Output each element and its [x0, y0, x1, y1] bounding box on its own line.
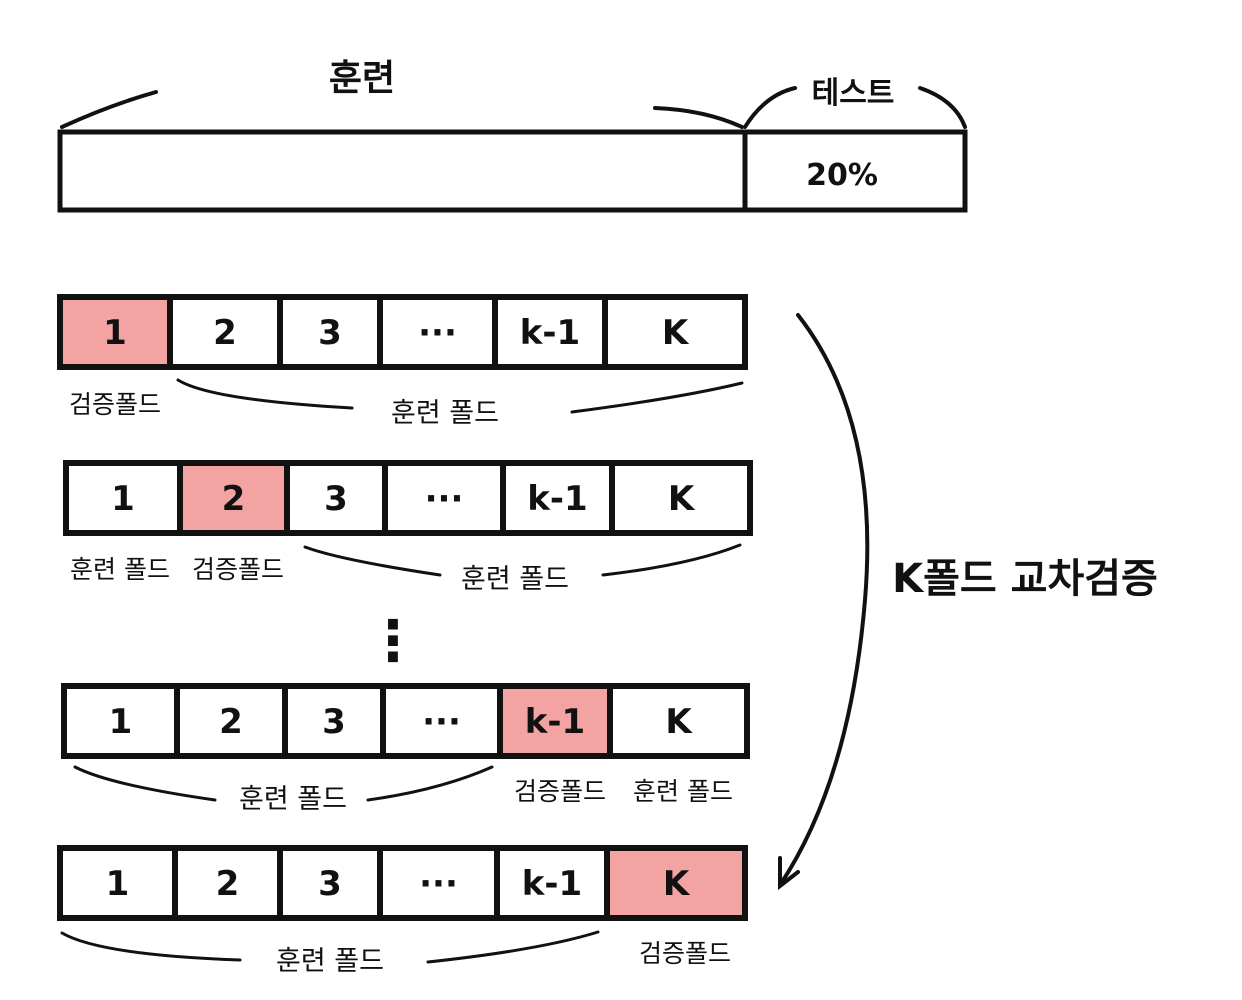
train-test-bar [57, 129, 968, 213]
fold-cell-label: 2 [219, 702, 243, 742]
row2-train-line-right [601, 543, 742, 577]
fold-cell-label: k-1 [520, 313, 580, 353]
fold-cell-label: ··· [418, 313, 457, 353]
rows-ellipsis: ⋮ [365, 609, 421, 674]
train-fold-cell [167, 294, 283, 370]
train-brace-left [60, 90, 158, 129]
train-fold-cell [494, 845, 610, 921]
train-fold-cell [380, 683, 503, 759]
row2-validation-label: 검증폴드 [192, 555, 284, 584]
test-percent: 20% [806, 158, 878, 193]
train-fold-cell [492, 294, 608, 370]
fold-row-1: 1 2 3 ··· k-1 K [57, 294, 748, 370]
row3-train-label-b: 훈련 폴드 [633, 777, 733, 806]
fold-cell-label: 2 [216, 864, 240, 904]
train-fold-cell [61, 683, 180, 759]
fold-cell-label: 3 [318, 864, 342, 904]
fold-cell-label: 2 [213, 313, 237, 353]
row1-train-line-left [176, 378, 354, 410]
row2-train-line-left [303, 545, 442, 577]
validation-fold-cell [177, 460, 290, 536]
row3-train-line-left [73, 765, 217, 802]
row3-train-label-a: 훈련 폴드 [239, 784, 347, 815]
row4-train-line-left [60, 931, 242, 962]
train-fold-cell [57, 845, 178, 921]
train-fold-cell [277, 845, 383, 921]
fold-row-2: 1 2 3 ··· k-1 K [63, 460, 753, 536]
row3-train-line-right [366, 765, 494, 802]
test-label: 테스트 [812, 76, 895, 111]
train-fold-cell [602, 294, 748, 370]
train-label: 훈련 [329, 58, 395, 99]
fold-cell-label: k-1 [522, 864, 582, 904]
validation-fold-cell [604, 845, 748, 921]
row4-validation-label: 검증폴드 [639, 939, 731, 968]
fold-cell-label: 1 [111, 479, 135, 519]
test-brace-right [918, 86, 967, 129]
fold-row-3: 1 2 3 ··· k-1 K [61, 683, 750, 759]
kfold-arrow [778, 313, 870, 887]
fold-cell-label: 1 [109, 702, 133, 742]
fold-cell-label: ··· [419, 864, 458, 904]
train-fold-cell [377, 845, 500, 921]
row4-train-line-right [426, 930, 600, 964]
fold-cell-label: 3 [322, 702, 346, 742]
fold-cell-label: K [662, 313, 690, 353]
fold-cell-label: K [665, 702, 693, 742]
fold-cell-label: 3 [324, 479, 348, 519]
row1-train-label: 훈련 폴드 [391, 398, 499, 429]
fold-cell-label: 1 [106, 864, 130, 904]
train-fold-cell [607, 683, 750, 759]
train-fold-cell [282, 683, 386, 759]
train-fold-cell [63, 460, 183, 536]
fold-cell-label: k-1 [525, 702, 585, 742]
fold-row-4: 1 2 3 ··· k-1 K [57, 845, 748, 921]
row4-train-label: 훈련 폴드 [276, 946, 384, 977]
test-brace-left [743, 86, 797, 129]
row1-train-line-right [570, 381, 744, 414]
fold-cell-label: K [663, 864, 691, 904]
kfold-cv-label: K폴드 교차검증 [892, 556, 1158, 602]
train-fold-cell [500, 460, 615, 536]
fold-cell-label: 1 [103, 313, 127, 353]
fold-cell-label: K [668, 479, 696, 519]
row2-train-label-a: 훈련 폴드 [70, 555, 170, 584]
row1-validation-label: 검증폴드 [69, 390, 161, 419]
train-fold-cell [382, 460, 506, 536]
kfold-arrow-head [778, 856, 800, 891]
row3-validation-label: 검증폴드 [514, 777, 606, 806]
fold-cell-label: ··· [422, 702, 461, 742]
row2-train-label-b: 훈련 폴드 [461, 564, 569, 595]
train-fold-cell [277, 294, 383, 370]
fold-cell-label: 3 [318, 313, 342, 353]
fold-cell-label: k-1 [527, 479, 587, 519]
fold-cell-label: 2 [222, 479, 246, 519]
train-fold-cell [609, 460, 753, 536]
train-brace-right [653, 106, 744, 129]
fold-cell-label: ··· [425, 479, 464, 519]
